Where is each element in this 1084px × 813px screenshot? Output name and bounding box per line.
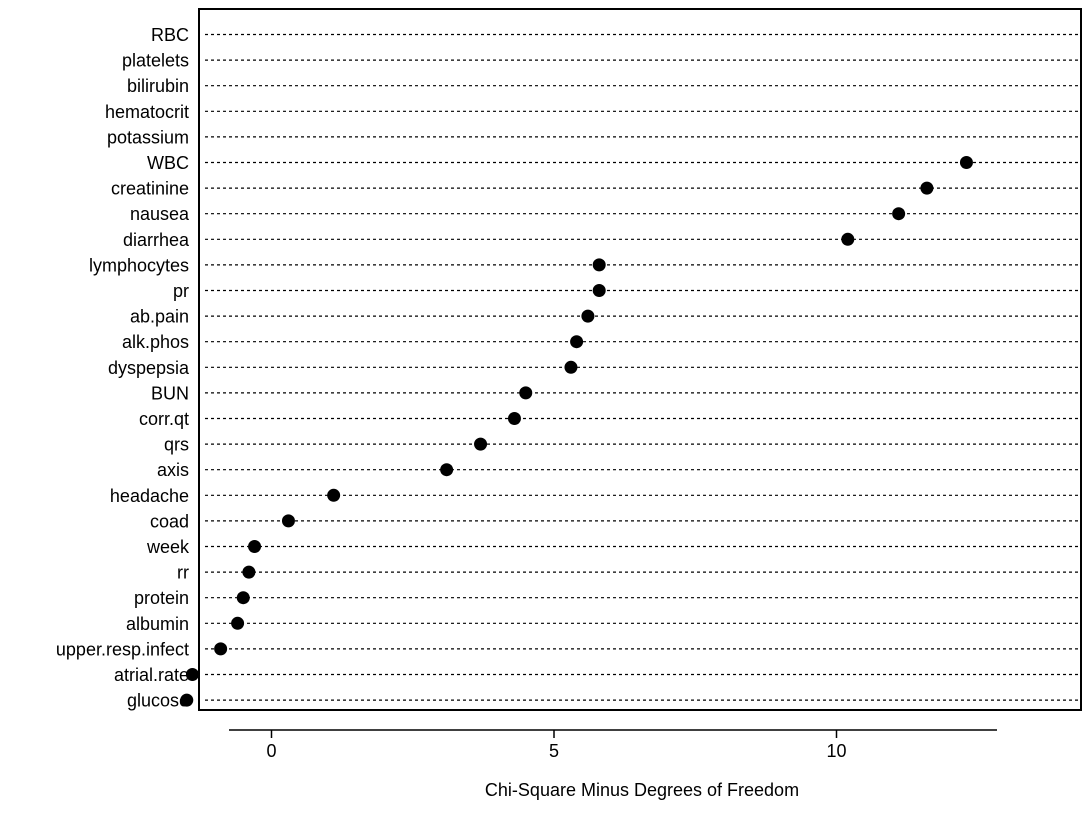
category-label: diarrhea [123, 230, 190, 250]
data-point [236, 591, 250, 605]
category-label: platelets [122, 51, 189, 71]
x-tick-label: 10 [826, 741, 846, 761]
data-point [570, 335, 584, 349]
data-point [507, 412, 521, 425]
grid-lines [205, 33, 1079, 701]
category-label: qrs [164, 435, 189, 455]
data-point [592, 258, 606, 272]
category-label: BUN [151, 383, 189, 403]
data-point [959, 156, 973, 169]
data-point [920, 181, 934, 195]
data-point [214, 642, 228, 656]
category-label: axis [157, 460, 189, 480]
category-label: creatinine [111, 179, 189, 199]
category-label: RBC [151, 25, 189, 45]
plot-frame [198, 8, 1082, 711]
category-labels: RBC platelets bilirubin hematocrit potassium… [56, 25, 190, 711]
x-axis-title: Chi-Square Minus Degrees of Freedom [485, 780, 799, 800]
data-point [248, 540, 262, 553]
data-point [242, 565, 256, 579]
data-point [892, 207, 906, 221]
category-label: lymphocytes [89, 255, 189, 275]
data-point [581, 309, 595, 323]
category-label: albumin [126, 614, 189, 634]
category-label: nausea [130, 204, 190, 224]
data-points [180, 156, 973, 707]
data-point [592, 284, 606, 297]
category-label: alk.phos [122, 332, 189, 352]
category-label: glucose [127, 691, 189, 711]
category-label: week [146, 537, 190, 557]
data-point [231, 616, 245, 630]
data-point [185, 668, 199, 681]
x-tick-label: 5 [549, 741, 559, 761]
data-point [564, 360, 578, 374]
data-point [841, 232, 855, 246]
category-label: pr [173, 281, 189, 301]
category-label: potassium [107, 127, 189, 147]
data-point [180, 693, 194, 707]
category-label: corr.qt [139, 409, 189, 429]
category-label: ab.pain [130, 307, 189, 327]
category-label: headache [110, 486, 189, 506]
data-point [474, 437, 488, 451]
category-label: dyspepsia [108, 358, 190, 378]
category-label: upper.resp.infect [56, 639, 189, 659]
category-label: rr [177, 563, 189, 583]
data-point [440, 463, 454, 477]
category-label: atrial.rate [114, 665, 189, 685]
category-label: protein [134, 588, 189, 608]
category-label: coad [150, 511, 189, 531]
data-point [519, 386, 533, 400]
data-point [281, 514, 295, 528]
x-axis: 0510152025 [229, 729, 997, 761]
category-label: WBC [147, 153, 189, 173]
category-label: bilirubin [127, 76, 189, 96]
category-label: hematocrit [105, 102, 189, 122]
data-point [327, 488, 341, 502]
x-tick-label: 0 [266, 741, 276, 761]
